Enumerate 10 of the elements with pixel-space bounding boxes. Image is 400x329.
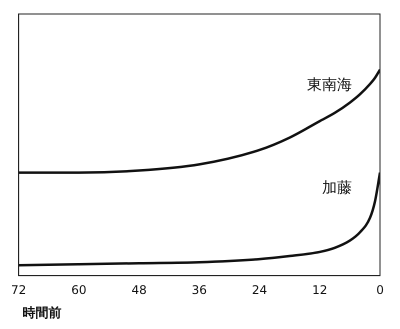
x-axis-title: 時間前 [22,306,62,321]
x-tick-label: 36 [192,282,207,297]
x-tick-label: 12 [312,282,328,297]
x-tick-label: 60 [71,282,87,297]
x-tick-label: 24 [252,282,268,297]
series-label: 加藤 [322,178,352,197]
series-label: 東南海 [307,76,352,94]
x-tick-label: 48 [131,282,147,297]
x-tick-label: 0 [376,282,384,297]
x-tick-label: 72 [10,282,26,297]
